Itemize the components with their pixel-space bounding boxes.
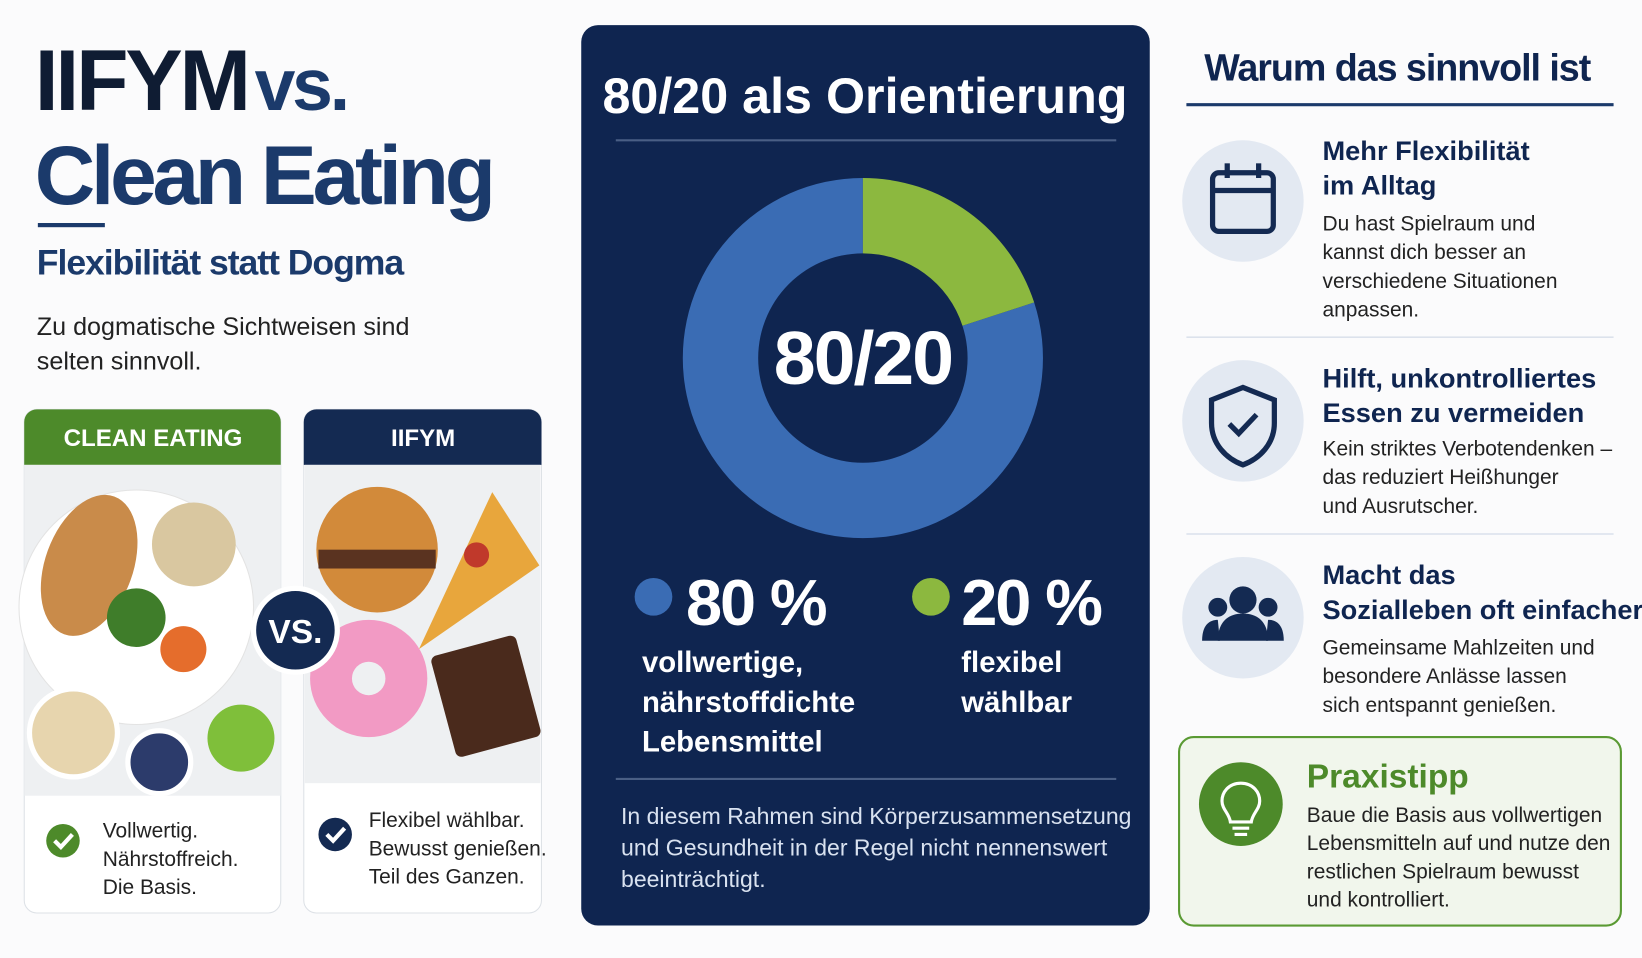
title: IIFYM	[35, 33, 248, 129]
card-text: Flexibel wählbar.	[369, 809, 525, 832]
value-label: 80 %	[686, 566, 826, 639]
chart-title: 80/20 als Orientierung	[602, 68, 1127, 124]
donut-hole	[351, 661, 386, 696]
card-label: CLEAN EATING	[64, 425, 243, 452]
donut-segment	[682, 177, 1043, 539]
card-label: IIFYM	[391, 425, 455, 452]
benefit-text: kannst dich besser an	[1323, 241, 1527, 264]
benefit-title: Sozialleben oft einfacher	[1323, 594, 1642, 625]
legend-dot	[634, 577, 673, 616]
benefit-text: verschiedene Situationen	[1323, 270, 1558, 293]
legend-label: Lebensmittel	[642, 726, 823, 759]
tip-icon	[1198, 762, 1283, 846]
legend-dot	[912, 577, 950, 616]
shield-check	[1227, 412, 1259, 438]
oats	[26, 686, 121, 780]
benefit-text: Du hast Spielraum und	[1323, 212, 1536, 235]
benefit-text: Kein striktes Verbotendenken –	[1323, 437, 1613, 460]
pepperoni	[463, 542, 490, 568]
subtitle: Flexibilität statt Dogma	[37, 242, 406, 282]
chocolate	[431, 635, 541, 757]
broccoli	[106, 588, 166, 648]
card-text: Bewusst genießen.	[369, 837, 547, 860]
benefit-text: das reduziert Heißhunger	[1323, 466, 1559, 489]
card-text: Teil des Ganzen.	[369, 866, 525, 889]
title: vs.	[255, 44, 347, 126]
patty	[318, 549, 436, 569]
benefit-title: Essen zu vermeiden	[1323, 397, 1585, 428]
intro: Zu dogmatische Sichtweisen sind	[37, 313, 410, 341]
benefit-title: Macht das	[1323, 559, 1456, 590]
icon-circle	[1182, 360, 1304, 482]
tip-box	[1178, 736, 1622, 927]
apple	[207, 704, 275, 772]
pizza	[418, 492, 540, 650]
value-label: 20 %	[961, 566, 1101, 639]
check-icon	[46, 823, 80, 858]
title-underline	[37, 223, 105, 228]
check-icon	[318, 817, 352, 852]
benefit-text: Gemeinsame Mahlzeiten und	[1323, 636, 1595, 659]
title: Clean Eating	[35, 128, 492, 222]
card-text: Vollwertig.	[103, 820, 198, 843]
shield-icon	[1208, 384, 1277, 468]
card-header	[303, 409, 542, 465]
tip-text: und kontrolliert.	[1307, 889, 1450, 912]
benefit-title: im Alltag	[1323, 170, 1437, 201]
intro: selten sinnvoll.	[37, 348, 202, 376]
check-mark	[325, 826, 347, 844]
chart-note: In diesem Rahmen sind Körperzusammensetz…	[621, 803, 1131, 829]
legend-label: nährstoffdichte	[642, 686, 855, 719]
benefit-text: anpassen.	[1323, 299, 1420, 322]
tip-title: Praxistipp	[1307, 758, 1469, 795]
legend-label: vollwertige,	[642, 646, 803, 679]
benefit-title: Hilft, unkontrolliertes	[1323, 362, 1597, 393]
benefit-text: besondere Anlässe lassen	[1323, 665, 1567, 688]
chart-note: beeinträchtigt.	[621, 866, 766, 892]
section-title: Warum das sinnvoll ist	[1204, 47, 1592, 89]
donut-segment	[862, 177, 1035, 326]
blueberries	[125, 728, 194, 797]
carrot	[160, 626, 207, 673]
tip-text: Lebensmitteln auf und nutze den	[1307, 832, 1611, 855]
center-label: 80/20	[774, 316, 952, 400]
bulb-icon	[1220, 781, 1262, 837]
benefit-title: Mehr Flexibilität	[1323, 135, 1530, 166]
check-mark	[53, 833, 74, 851]
benefit-text: und Ausrutscher.	[1323, 495, 1479, 518]
tip-text: restlichen Spielraum bewusst	[1307, 860, 1579, 883]
calendar-icon	[1209, 163, 1276, 235]
chart-note: und Gesundheit in der Regel nicht nennen…	[621, 834, 1108, 860]
vs-label: VS.	[268, 614, 322, 651]
card-header	[24, 409, 281, 465]
rice	[151, 502, 236, 587]
tip-text: Baue die Basis aus vollwertigen	[1307, 804, 1602, 827]
card-text: Nährstoffreich.	[103, 848, 239, 871]
legend-label: flexibel	[961, 646, 1062, 679]
legend-label: wählbar	[960, 686, 1072, 719]
icon-circle	[1182, 140, 1304, 262]
people-icon	[1202, 586, 1284, 641]
card-text: Die Basis.	[103, 876, 197, 899]
vs-badge	[250, 585, 340, 675]
benefit-text: sich entspannt genießen.	[1323, 694, 1557, 717]
